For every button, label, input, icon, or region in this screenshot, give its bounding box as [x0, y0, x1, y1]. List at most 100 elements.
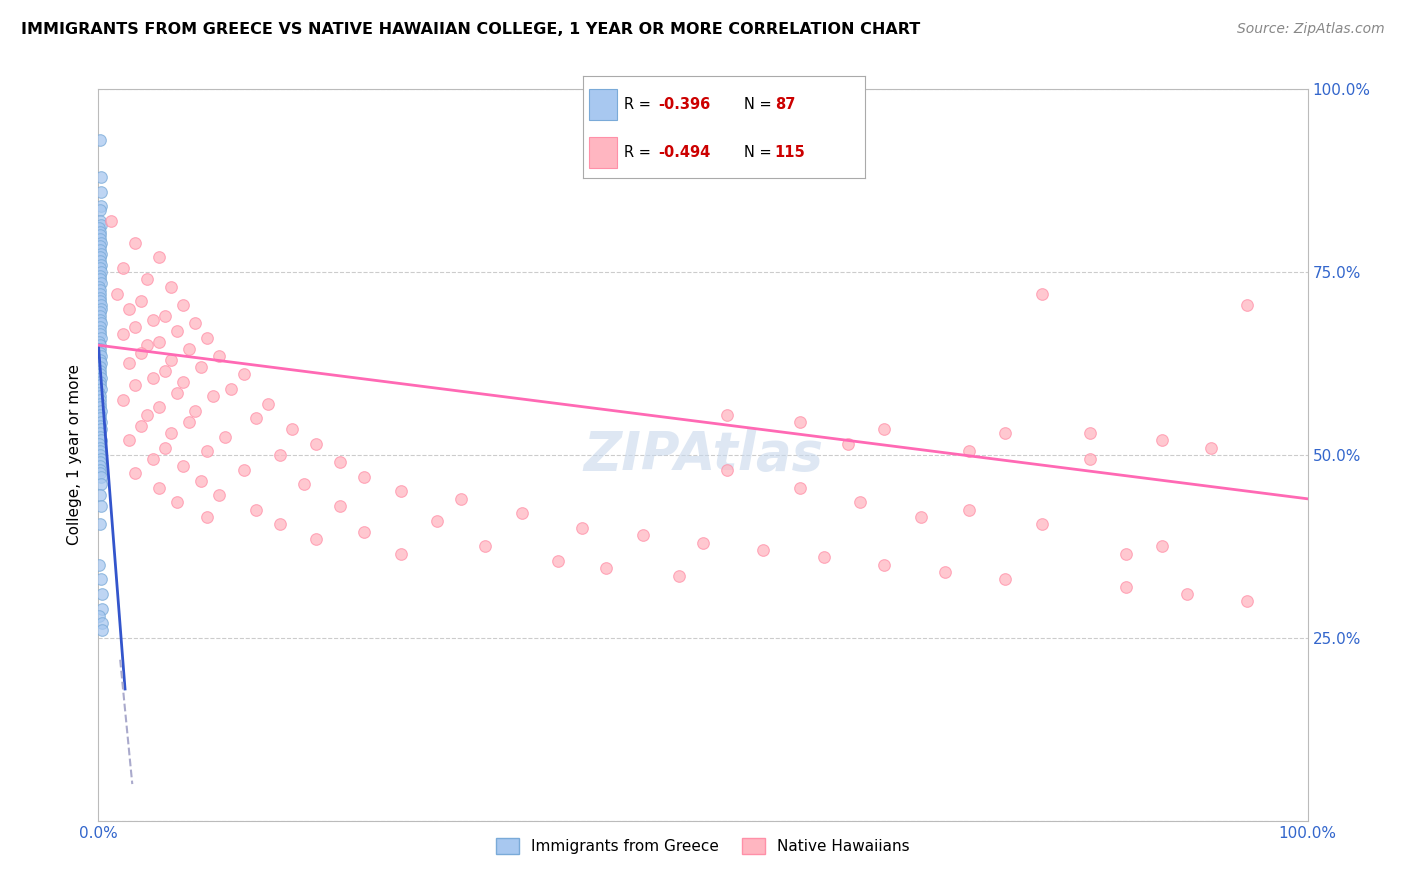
- Point: [124, 466, 146, 480]
- Point: [105, 287, 128, 301]
- Point: [208, 349, 231, 363]
- Text: -0.396: -0.396: [658, 97, 710, 112]
- Point: [1078, 451, 1101, 466]
- Point: [90, 470, 112, 484]
- Point: [89, 385, 111, 400]
- Point: [89, 455, 111, 469]
- Point: [91, 616, 114, 631]
- Point: [89, 225, 111, 239]
- Point: [1152, 434, 1174, 448]
- Point: [90, 349, 112, 363]
- Point: [89, 334, 111, 349]
- Text: R =: R =: [624, 97, 655, 112]
- Point: [692, 535, 714, 549]
- Point: [124, 320, 146, 334]
- Point: [1236, 298, 1258, 312]
- Point: [89, 202, 111, 217]
- Point: [89, 392, 111, 407]
- Point: [89, 430, 111, 444]
- Point: [89, 221, 111, 235]
- Point: [118, 301, 141, 316]
- Point: [153, 309, 176, 323]
- Point: [90, 331, 112, 345]
- Point: [1236, 594, 1258, 608]
- Point: [1115, 580, 1137, 594]
- Point: [89, 327, 111, 342]
- Text: IMMIGRANTS FROM GREECE VS NATIVE HAWAIIAN COLLEGE, 1 YEAR OR MORE CORRELATION CH: IMMIGRANTS FROM GREECE VS NATIVE HAWAIIA…: [21, 22, 921, 37]
- Point: [571, 521, 593, 535]
- Point: [89, 401, 111, 415]
- Point: [90, 258, 112, 272]
- Point: [179, 415, 201, 429]
- Point: [89, 462, 111, 476]
- Point: [89, 375, 111, 389]
- Point: [90, 404, 112, 418]
- Point: [100, 214, 122, 228]
- Point: [89, 338, 111, 352]
- Point: [89, 254, 111, 268]
- Point: [873, 558, 896, 572]
- Point: [90, 246, 112, 260]
- Bar: [589, 89, 617, 120]
- Point: [474, 539, 496, 553]
- Point: [153, 441, 176, 455]
- Point: [90, 316, 112, 330]
- Point: [232, 368, 254, 382]
- Point: [89, 228, 111, 243]
- Point: [256, 397, 278, 411]
- Point: [90, 356, 112, 371]
- Point: [160, 352, 183, 367]
- Point: [90, 434, 112, 448]
- Point: [89, 214, 111, 228]
- Point: [329, 499, 352, 513]
- Point: [148, 401, 170, 415]
- Point: [135, 338, 157, 352]
- Point: [142, 312, 165, 326]
- Point: [90, 199, 112, 213]
- Point: [89, 342, 111, 356]
- Point: [934, 565, 956, 579]
- Point: [184, 316, 207, 330]
- Point: [595, 561, 617, 575]
- Point: [292, 477, 315, 491]
- Point: [124, 378, 146, 392]
- Point: [89, 458, 111, 473]
- Point: [305, 437, 328, 451]
- Point: [190, 360, 212, 375]
- Point: [153, 364, 176, 378]
- Point: [195, 331, 218, 345]
- Point: [89, 291, 111, 305]
- Point: [160, 279, 183, 293]
- Point: [245, 503, 267, 517]
- Point: [89, 261, 111, 276]
- Point: [148, 251, 170, 265]
- Point: [118, 434, 141, 448]
- Point: [1031, 287, 1053, 301]
- Point: [166, 324, 188, 338]
- Point: [89, 287, 111, 301]
- Point: [89, 312, 111, 326]
- Point: [142, 371, 165, 385]
- Text: N =: N =: [744, 97, 776, 112]
- Point: [172, 458, 194, 473]
- Point: [89, 324, 111, 338]
- Point: [89, 232, 111, 246]
- Text: R =: R =: [624, 145, 655, 161]
- Point: [90, 265, 112, 279]
- Point: [89, 425, 111, 440]
- Point: [89, 345, 111, 359]
- Legend: Immigrants from Greece, Native Hawaiians: Immigrants from Greece, Native Hawaiians: [491, 832, 915, 861]
- Point: [90, 499, 112, 513]
- Point: [89, 364, 111, 378]
- Point: [195, 444, 218, 458]
- Point: [994, 572, 1017, 586]
- Point: [89, 517, 111, 532]
- Point: [91, 587, 114, 601]
- Point: [89, 352, 111, 367]
- Point: [160, 425, 183, 440]
- Point: [221, 382, 243, 396]
- Point: [89, 294, 111, 309]
- Point: [89, 441, 111, 455]
- Point: [90, 415, 112, 429]
- Point: [389, 484, 412, 499]
